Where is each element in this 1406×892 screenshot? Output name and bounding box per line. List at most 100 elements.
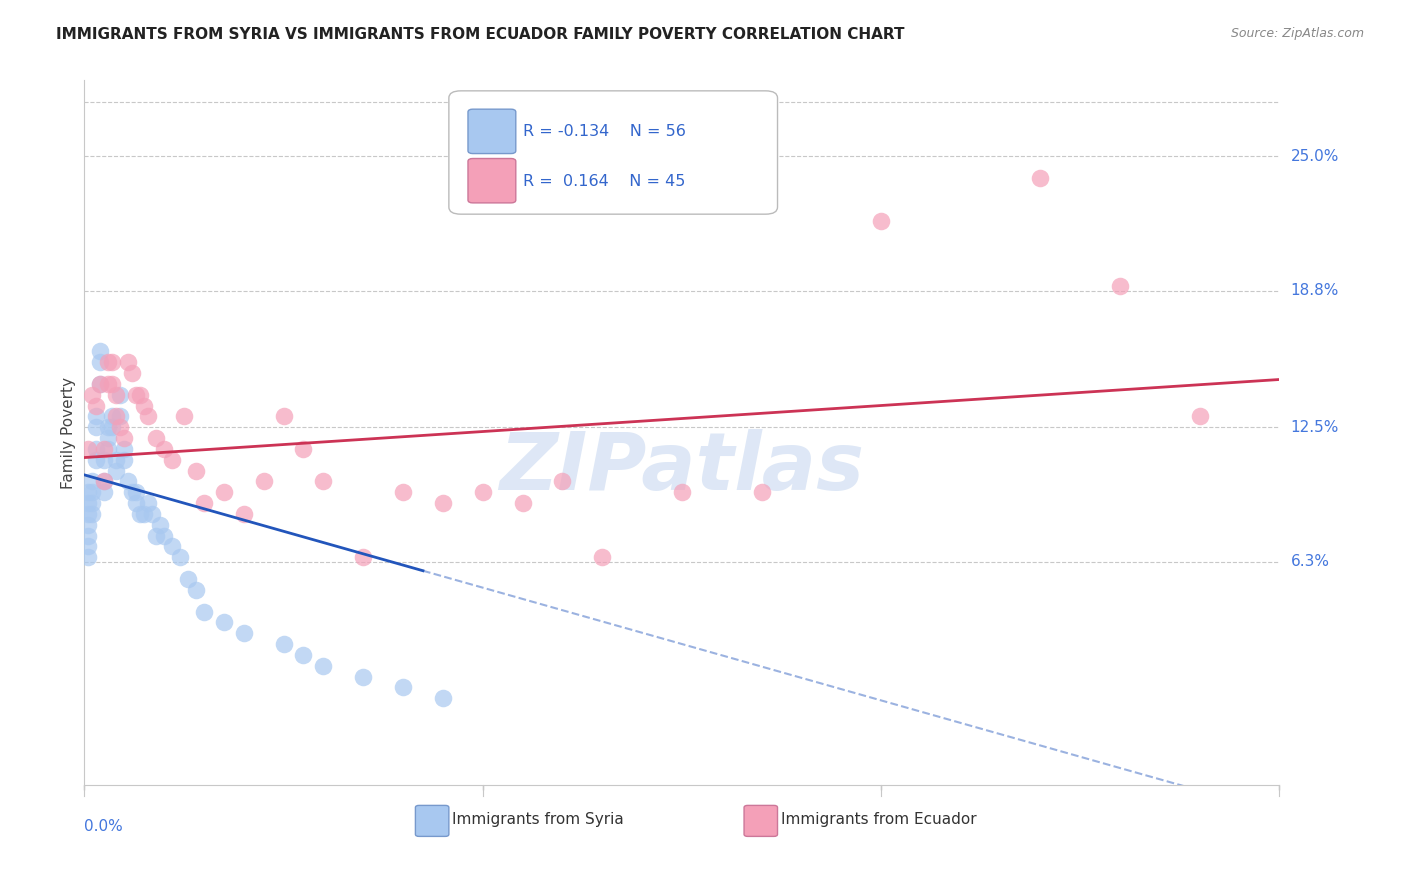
Point	[193, 496, 215, 510]
Point	[93, 475, 115, 489]
Point	[101, 376, 124, 391]
Point	[136, 496, 159, 510]
Text: ZIPatlas: ZIPatlas	[499, 429, 865, 507]
Text: Immigrants from Ecuador: Immigrants from Ecuador	[782, 812, 977, 827]
Point	[110, 420, 132, 434]
Point	[160, 540, 183, 554]
Point	[125, 485, 148, 500]
Point	[105, 387, 128, 401]
Point	[1188, 409, 1211, 424]
Point	[77, 485, 100, 500]
Point	[101, 420, 124, 434]
FancyBboxPatch shape	[468, 159, 516, 202]
Point	[93, 485, 115, 500]
Point	[145, 528, 167, 542]
Point	[193, 605, 215, 619]
Point	[112, 442, 135, 456]
Point	[89, 376, 111, 391]
FancyBboxPatch shape	[449, 91, 778, 214]
Point	[432, 691, 454, 706]
Point	[77, 550, 100, 565]
Point	[232, 626, 254, 640]
Point	[392, 485, 415, 500]
Point	[93, 452, 115, 467]
Point	[232, 507, 254, 521]
Point	[253, 475, 276, 489]
Point	[184, 464, 207, 478]
Point	[77, 507, 100, 521]
Text: IMMIGRANTS FROM SYRIA VS IMMIGRANTS FROM ECUADOR FAMILY POVERTY CORRELATION CHAR: IMMIGRANTS FROM SYRIA VS IMMIGRANTS FROM…	[56, 27, 904, 42]
Point	[77, 496, 100, 510]
Point	[212, 615, 235, 630]
Point	[121, 485, 143, 500]
Point	[132, 507, 156, 521]
Point	[129, 387, 152, 401]
Point	[89, 355, 111, 369]
Point	[273, 409, 295, 424]
Y-axis label: Family Poverty: Family Poverty	[60, 376, 76, 489]
Point	[312, 658, 335, 673]
Point	[352, 550, 374, 565]
Point	[86, 420, 108, 434]
Point	[86, 399, 108, 413]
Point	[97, 442, 120, 456]
Point	[89, 344, 111, 359]
Point	[105, 464, 128, 478]
Point	[184, 582, 207, 597]
FancyBboxPatch shape	[468, 109, 516, 153]
Point	[153, 528, 176, 542]
Text: Source: ZipAtlas.com: Source: ZipAtlas.com	[1230, 27, 1364, 40]
Point	[117, 355, 139, 369]
Point	[105, 409, 128, 424]
Point	[177, 572, 200, 586]
Point	[77, 442, 100, 456]
Point	[82, 496, 104, 510]
Point	[1109, 279, 1132, 293]
Point	[352, 669, 374, 683]
Point	[101, 355, 124, 369]
Text: 18.8%: 18.8%	[1291, 283, 1339, 298]
Point	[273, 637, 295, 651]
Point	[86, 442, 108, 456]
Point	[141, 507, 163, 521]
Point	[101, 409, 124, 424]
Point	[82, 485, 104, 500]
Point	[392, 681, 415, 695]
Point	[86, 452, 108, 467]
Point	[145, 431, 167, 445]
Point	[77, 517, 100, 532]
Text: R =  0.164    N = 45: R = 0.164 N = 45	[523, 174, 685, 188]
Point	[125, 496, 148, 510]
Point	[292, 442, 315, 456]
Point	[551, 475, 574, 489]
Point	[105, 452, 128, 467]
Point	[173, 409, 195, 424]
Text: 0.0%: 0.0%	[84, 819, 124, 834]
Point	[97, 431, 120, 445]
Point	[1029, 170, 1052, 185]
Point	[82, 507, 104, 521]
Point	[136, 409, 159, 424]
Point	[471, 485, 494, 500]
Point	[312, 475, 335, 489]
FancyBboxPatch shape	[415, 805, 449, 837]
Point	[129, 507, 152, 521]
Point	[512, 496, 534, 510]
Point	[93, 442, 115, 456]
Text: 12.5%: 12.5%	[1291, 420, 1339, 434]
FancyBboxPatch shape	[744, 805, 778, 837]
Point	[149, 517, 172, 532]
Text: 6.3%: 6.3%	[1291, 554, 1330, 569]
Point	[112, 452, 135, 467]
Point	[160, 452, 183, 467]
Point	[97, 420, 120, 434]
Point	[751, 485, 773, 500]
Point	[77, 540, 100, 554]
Point	[671, 485, 693, 500]
Point	[121, 366, 143, 380]
Text: Immigrants from Syria: Immigrants from Syria	[453, 812, 624, 827]
Point	[117, 475, 139, 489]
Point	[93, 475, 115, 489]
Point	[97, 376, 120, 391]
Point	[110, 409, 132, 424]
